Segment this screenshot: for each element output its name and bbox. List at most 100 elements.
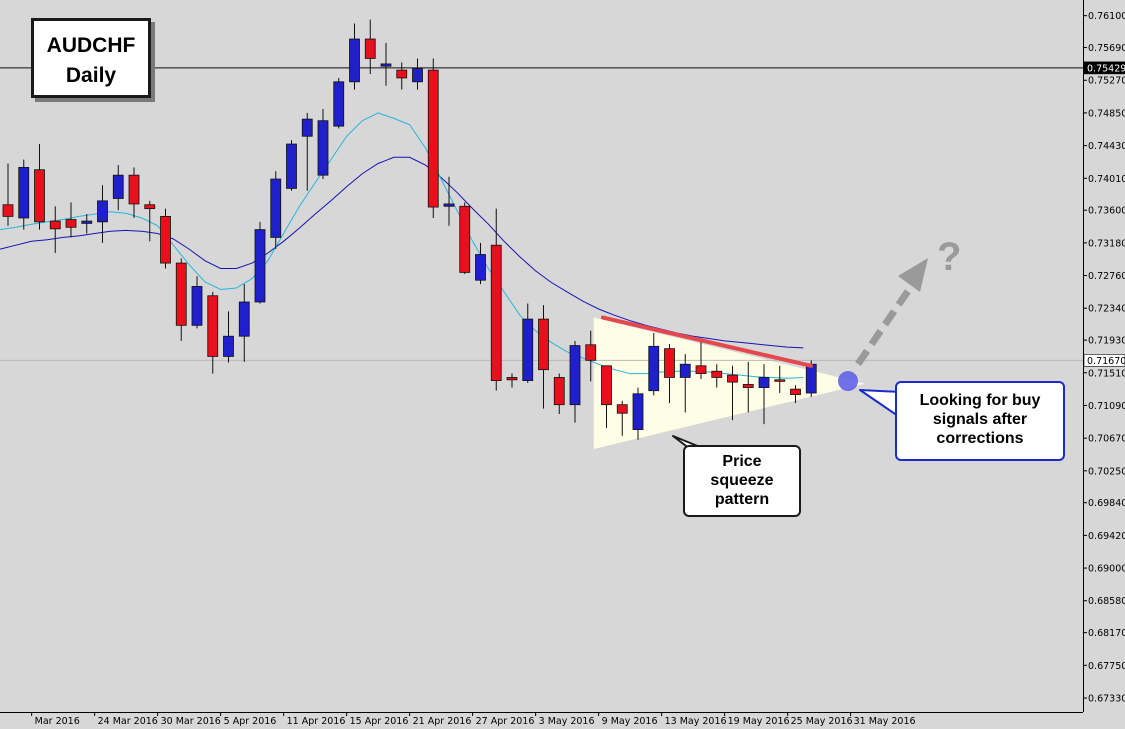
price-tick-label: 0.71510	[1088, 368, 1125, 379]
candle	[317, 109, 329, 180]
time-tick-label: 5 Apr 2016	[224, 716, 277, 727]
candle-body	[223, 335, 234, 357]
squeeze-callout: Price squeeze pattern	[683, 445, 801, 517]
candle	[160, 208, 171, 269]
candle	[490, 208, 502, 391]
candle	[553, 373, 565, 415]
candle-body	[349, 38, 360, 83]
candle	[727, 365, 738, 421]
horizontal-level-tag-text: 0.75429	[1087, 63, 1125, 74]
time-tick-label: 15 Apr 2016	[350, 716, 409, 727]
price-tick-label: 0.68170	[1088, 628, 1125, 639]
candle-body	[317, 120, 329, 176]
candle-body	[191, 286, 203, 326]
candle-body	[664, 348, 675, 378]
candle-body	[160, 215, 171, 264]
candle	[695, 338, 707, 380]
candle-body	[427, 69, 439, 208]
candle	[49, 206, 61, 253]
price-tick-label: 0.69420	[1088, 531, 1125, 542]
price-tick-label: 0.74010	[1088, 174, 1125, 185]
candle-body	[333, 81, 345, 127]
candle-body	[128, 174, 140, 205]
price-tick-label: 0.72340	[1088, 304, 1125, 315]
price-tick-label: 0.73180	[1088, 238, 1125, 249]
candle	[207, 291, 219, 374]
price-tick-label: 0.69840	[1088, 498, 1125, 509]
candle	[191, 276, 203, 329]
candle	[585, 330, 597, 382]
candle-body	[585, 344, 597, 361]
candle-body	[632, 393, 644, 430]
candle-body	[207, 295, 219, 357]
candle-body	[34, 169, 45, 223]
candle	[758, 364, 770, 425]
time-tick-label: 31 May 2016	[854, 716, 916, 727]
candle-body	[238, 301, 250, 337]
candle	[2, 163, 14, 226]
candle	[396, 62, 408, 90]
candle	[648, 333, 660, 396]
candle	[664, 343, 675, 404]
candle-body	[396, 69, 408, 79]
candle-body	[18, 166, 30, 219]
candle	[538, 305, 549, 409]
candle-body	[553, 377, 565, 406]
price-tick-label: 0.68580	[1088, 596, 1125, 607]
candle	[632, 387, 644, 440]
horizontal-level-tag-box	[1083, 61, 1125, 75]
price-tick-label: 0.74850	[1088, 108, 1125, 119]
candle-body	[569, 345, 581, 406]
time-tick-label: Mar 2016	[35, 716, 80, 727]
candle	[427, 58, 439, 218]
candle-body	[616, 404, 628, 414]
candle	[790, 385, 801, 404]
candle-body	[81, 220, 93, 224]
price-tick-label: 0.75270	[1088, 76, 1125, 87]
candle	[97, 185, 108, 243]
candle	[301, 112, 313, 191]
candle	[223, 311, 234, 363]
candle-body	[475, 254, 486, 281]
candle	[522, 303, 534, 383]
candle	[34, 144, 45, 230]
squeeze-callout-line-3: pattern	[714, 491, 770, 508]
time-tick-label: 9 May 2016	[602, 716, 658, 727]
candle-body	[679, 363, 691, 378]
projection-arrow-line	[855, 286, 913, 366]
candle	[270, 171, 282, 250]
price-tick-label: 0.71090	[1088, 401, 1125, 412]
time-tick-label: 24 Mar 2016	[98, 716, 158, 727]
candle-body	[254, 229, 266, 303]
candle	[742, 361, 754, 413]
candle	[18, 159, 30, 230]
price-tick-label: 0.74430	[1088, 141, 1125, 152]
price-tick-label: 0.75690	[1088, 43, 1125, 54]
price-tick-label: 0.67750	[1088, 661, 1125, 672]
candle-body	[65, 219, 77, 228]
candle	[459, 202, 471, 274]
candle	[443, 176, 455, 226]
candle	[506, 373, 518, 388]
breakout-point-marker	[838, 371, 858, 391]
candle-body	[742, 384, 754, 388]
projection-arrow-head	[898, 258, 928, 292]
candle-body	[144, 204, 156, 210]
price-tick-label: 0.73600	[1088, 206, 1125, 217]
resistance-line	[601, 315, 813, 368]
candle-body	[270, 178, 282, 238]
candle	[254, 221, 266, 304]
time-tick-label: 19 May 2016	[728, 716, 790, 727]
squeeze-triangle	[593, 317, 865, 450]
candle	[475, 242, 486, 285]
time-tick-label: 13 May 2016	[665, 716, 727, 727]
time-tick-label: 3 May 2016	[539, 716, 595, 727]
time-tick-label: 30 Mar 2016	[161, 716, 221, 727]
candle-body	[538, 318, 549, 371]
candle	[601, 365, 612, 429]
candle-body	[522, 318, 534, 381]
candle-body	[711, 370, 723, 378]
